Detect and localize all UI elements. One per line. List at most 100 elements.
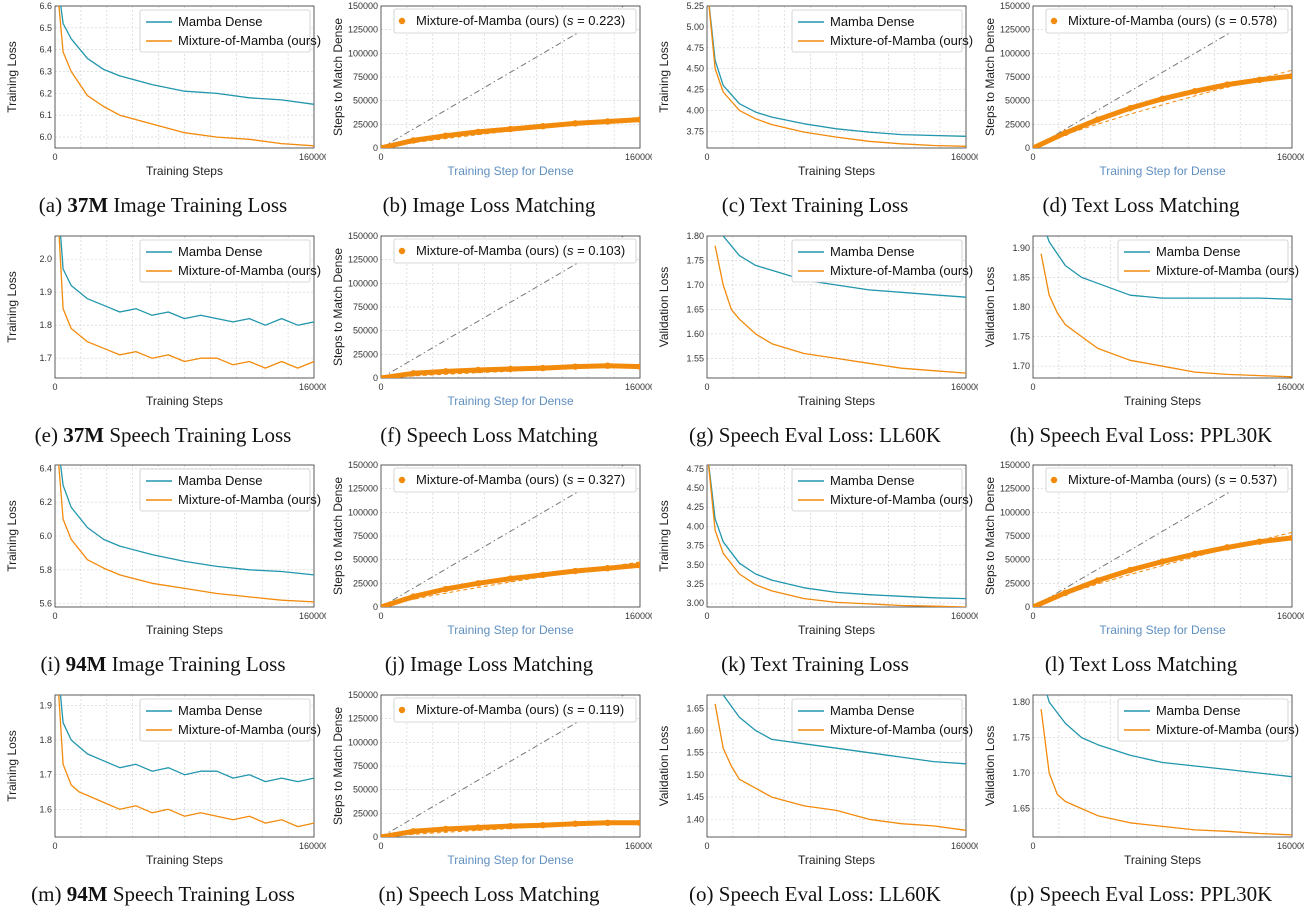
scatter-point — [507, 822, 514, 829]
x-tick-label: 0 — [52, 611, 57, 621]
scatter-point — [1256, 76, 1263, 84]
x-axis-label: Training Steps — [798, 394, 875, 408]
plot-frame — [380, 5, 641, 149]
x-tick-label: 0 — [1030, 841, 1035, 851]
y-tick-label: 6.1 — [39, 110, 52, 120]
legend-entry: Mixture-of-Mamba (ours) (s = 0.103) — [416, 243, 625, 258]
chart-caption: (c) Text Training Loss — [721, 193, 909, 217]
y-tick-label: 150000 — [348, 231, 378, 241]
y-tick-label: 5.8 — [39, 565, 52, 575]
legend-entry: Mamba Dense — [830, 473, 915, 488]
legend: Mamba Dense Mixture-of-Mamba (ours) — [791, 239, 973, 282]
x-axis-label: Training Step for Dense — [1099, 623, 1226, 637]
y-axis-label: Training Loss — [5, 41, 19, 113]
scatter-point — [410, 827, 417, 835]
x-tick-label: 160000 — [299, 382, 326, 392]
chart-caption: (n) Speech Loss Matching — [378, 881, 600, 906]
chart-caption: (a) 37M Image Training Loss — [38, 193, 288, 217]
series-line-mixture-of-mamba — [1040, 708, 1292, 836]
legend-entry: Mixture-of-Mamba (ours) — [1156, 263, 1299, 278]
y-tick-label: 100000 — [1000, 507, 1030, 517]
chart-o: 1.40 1.45 1.50 1.55 1.60 1.65 0 160000 Training … — [657, 694, 978, 867]
chart-e: 1.7 1.8 1.9 2.0 0 160000 Training Steps Trainin… — [5, 235, 326, 408]
x-tick-label: 160000 — [1277, 152, 1304, 162]
chart-caption: (j) Image Loss Matching — [384, 652, 594, 676]
scatter-point — [442, 132, 449, 139]
legend: Mixture-of-Mamba (ours) (s = 0.223) — [393, 8, 637, 34]
legend: Mamba Dense Mixture-of-Mamba (ours) — [139, 468, 321, 512]
y-axis-label: Steps to Match Dense — [331, 477, 345, 595]
x-tick-label: 0 — [1030, 152, 1035, 162]
y-tick-label: 100000 — [348, 507, 378, 517]
legend: Mamba Dense Mixture-of-Mamba (ours) — [1117, 239, 1299, 282]
y-tick-label: 125000 — [1000, 25, 1030, 35]
scatter-point — [442, 367, 449, 375]
y-tick-label: 5.25 — [686, 1, 704, 11]
chart-panel-d: 0 25000 50000 75000 100000 125000 150000 0 16000… — [978, 0, 1304, 230]
scatter-point — [442, 585, 449, 593]
y-axis-label: Steps to Match Dense — [331, 706, 345, 824]
legend: Mamba Dense Mixture-of-Mamba (ours) — [1117, 698, 1299, 741]
scatter-point — [1159, 558, 1166, 565]
y-tick-label: 1.75 — [686, 255, 704, 265]
y-tick-label: 5.00 — [686, 22, 704, 32]
scatter-point — [604, 564, 611, 572]
y-tick-label: 1.50 — [686, 769, 704, 779]
chart-b: 0 25000 50000 75000 100000 125000 150000 0 16000… — [331, 1, 652, 178]
legend: Mixture-of-Mamba (ours) (s = 0.537) — [1045, 467, 1289, 493]
y-tick-label: 150000 — [1000, 1, 1030, 11]
plot-frame — [1032, 235, 1293, 378]
y-tick-label: 1.65 — [1012, 803, 1030, 813]
scatter-point — [507, 365, 514, 372]
y-tick-label: 125000 — [348, 25, 378, 35]
scatter-point — [474, 128, 482, 136]
plot-frame — [380, 464, 641, 608]
scatter-point — [604, 118, 611, 125]
scatter-point — [539, 123, 547, 130]
chart-m: 1.6 1.7 1.8 1.9 0 160000 Training Steps Trainin… — [5, 694, 326, 867]
plot-frame — [54, 5, 315, 149]
scatter-point — [572, 567, 579, 575]
legend-entry: Mamba Dense — [830, 14, 915, 29]
chart-panel-h: 1.70 1.75 1.80 1.85 1.90 0 160000 Training Step… — [978, 230, 1304, 460]
chart-panel-b: 0 25000 50000 75000 100000 125000 150000 0 16000… — [326, 0, 652, 230]
legend-entry: Mamba Dense — [178, 703, 263, 718]
x-tick-label: 160000 — [299, 152, 326, 162]
scatter-point — [539, 571, 547, 579]
scatter-point — [1159, 95, 1166, 102]
y-tick-label: 75000 — [353, 761, 378, 771]
y-tick-label: 1.8 — [39, 320, 52, 330]
y-tick-label: 1.70 — [1012, 768, 1030, 778]
chart-caption: (l) Text Loss Matching — [1044, 652, 1238, 676]
chart-panel-c: 3.75 4.00 4.25 4.50 4.75 5.00 5.25 0 160000 Train… — [652, 0, 978, 230]
scatter-point — [572, 120, 579, 127]
scatter-point — [1062, 129, 1069, 137]
x-axis-label: Training Steps — [146, 164, 223, 178]
y-axis-label: Training Loss — [657, 500, 671, 572]
chart-caption: (e) 37M Speech Training Loss — [34, 422, 292, 447]
y-tick-label: 75000 — [1005, 72, 1030, 82]
y-tick-label: 50000 — [1005, 96, 1030, 106]
series-line-mamba-dense — [60, 465, 314, 576]
y-axis-label: Validation Loss — [657, 266, 671, 347]
x-tick-label: 0 — [52, 382, 57, 392]
y-tick-label: 1.70 — [686, 279, 704, 289]
y-tick-label: 2.0 — [39, 254, 52, 264]
y-axis-label: Training Loss — [5, 500, 19, 572]
plot-frame — [380, 694, 641, 837]
y-tick-label: 125000 — [348, 484, 378, 494]
chart-caption: (p) Speech Eval Loss: PPL30K — [1009, 881, 1273, 906]
chart-d: 0 25000 50000 75000 100000 125000 150000 0 16000… — [983, 1, 1304, 178]
series-line-mamba-dense — [59, 694, 314, 782]
plot-frame — [706, 694, 967, 837]
y-tick-label: 100000 — [1000, 48, 1030, 58]
y-axis-label: Training Loss — [5, 730, 19, 802]
y-tick-label: 5.6 — [39, 599, 52, 609]
x-tick-label: 160000 — [299, 841, 326, 851]
legend: Mamba Dense Mixture-of-Mamba (ours) — [791, 9, 973, 53]
scatter-point — [572, 820, 579, 827]
x-tick-label: 0 — [52, 152, 57, 162]
legend-entry: Mamba Dense — [178, 244, 263, 259]
y-tick-label: 1.75 — [1012, 331, 1030, 341]
legend: Mamba Dense Mixture-of-Mamba (ours) — [791, 698, 973, 741]
